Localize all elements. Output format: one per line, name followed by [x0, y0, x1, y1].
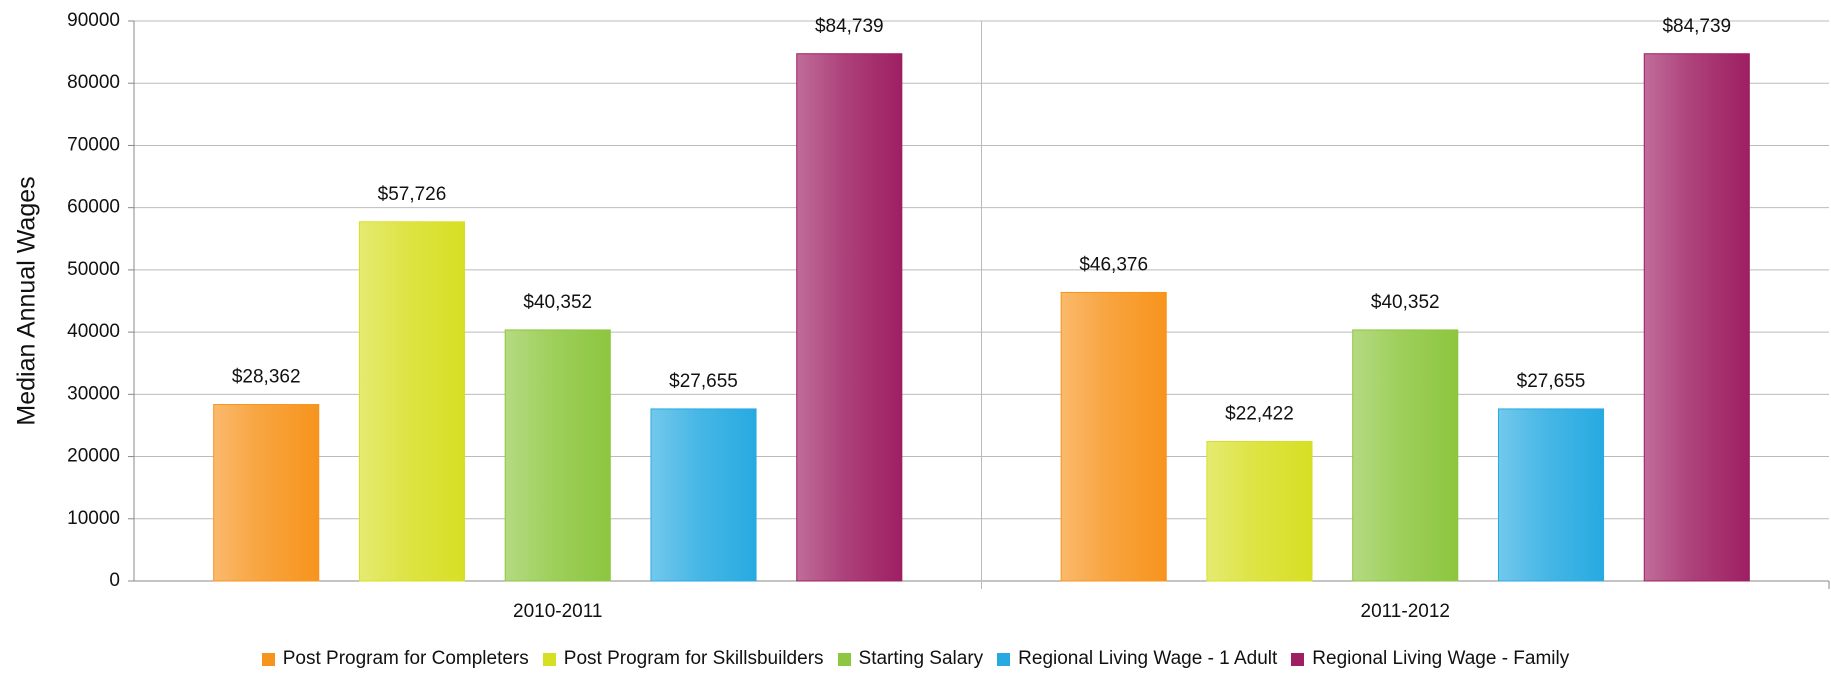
legend-item: Regional Living Wage - 1 Adult [997, 648, 1277, 670]
value-label: $22,422 [1225, 404, 1294, 425]
y-tick-label: 90000 [67, 10, 120, 31]
bar [358, 221, 466, 582]
legend-label: Starting Salary [858, 648, 984, 669]
legend-label: Post Program for Completers [282, 648, 529, 669]
value-label: $57,726 [378, 184, 447, 205]
bar [1352, 329, 1459, 582]
value-label: $84,739 [1662, 16, 1731, 37]
bar [1643, 53, 1750, 582]
legend-item: Post Program for Completers [261, 648, 529, 670]
y-tick-label: 40000 [67, 321, 120, 342]
bar [796, 53, 903, 582]
legend-swatch [542, 652, 556, 666]
value-label: $84,739 [815, 16, 884, 37]
bar [1497, 408, 1605, 582]
value-label: $27,655 [1517, 371, 1586, 392]
y-tick-label: 0 [109, 570, 120, 591]
x-tick-label: 2011-2012 [1361, 601, 1450, 622]
y-tick-label: 60000 [67, 197, 120, 218]
y-tick-label: 80000 [67, 72, 120, 93]
y-tick-label: 30000 [67, 383, 120, 404]
legend-swatch [261, 652, 275, 666]
legend-label: Post Program for Skillsbuilders [563, 648, 824, 669]
bar [213, 404, 320, 582]
y-tick-label: 10000 [67, 508, 120, 529]
y-axis-title: Median Annual Wages [13, 176, 41, 425]
bar [650, 408, 757, 582]
bar [1060, 291, 1167, 582]
value-label: $46,376 [1079, 254, 1148, 275]
legend-item: Post Program for Skillsbuilders [542, 648, 824, 670]
value-label: $28,362 [232, 367, 301, 388]
bar [1206, 440, 1313, 582]
value-label: $27,655 [669, 371, 738, 392]
legend-item: Regional Living Wage - Family [1291, 648, 1569, 670]
value-label: $40,352 [523, 292, 592, 313]
legend-swatch [1291, 652, 1305, 666]
legend-label: Regional Living Wage - Family [1312, 648, 1570, 669]
value-label: $40,352 [1371, 292, 1440, 313]
legend-label: Regional Living Wage - 1 Adult [1018, 648, 1278, 669]
legend-item: Starting Salary [837, 648, 984, 670]
chart: Median Annual Wages 0 10000 20000 30000 4000… [13, 10, 1830, 622]
y-tick-label: 50000 [67, 259, 120, 280]
y-tick-label: 20000 [67, 446, 120, 467]
legend-swatch [837, 652, 851, 666]
bar [504, 329, 611, 582]
legend-swatch [997, 652, 1011, 666]
x-tick-label: 2010-2011 [513, 601, 602, 622]
y-tick-label: 70000 [67, 134, 120, 155]
legend: Post Program for Completers Post Program … [0, 648, 1831, 670]
